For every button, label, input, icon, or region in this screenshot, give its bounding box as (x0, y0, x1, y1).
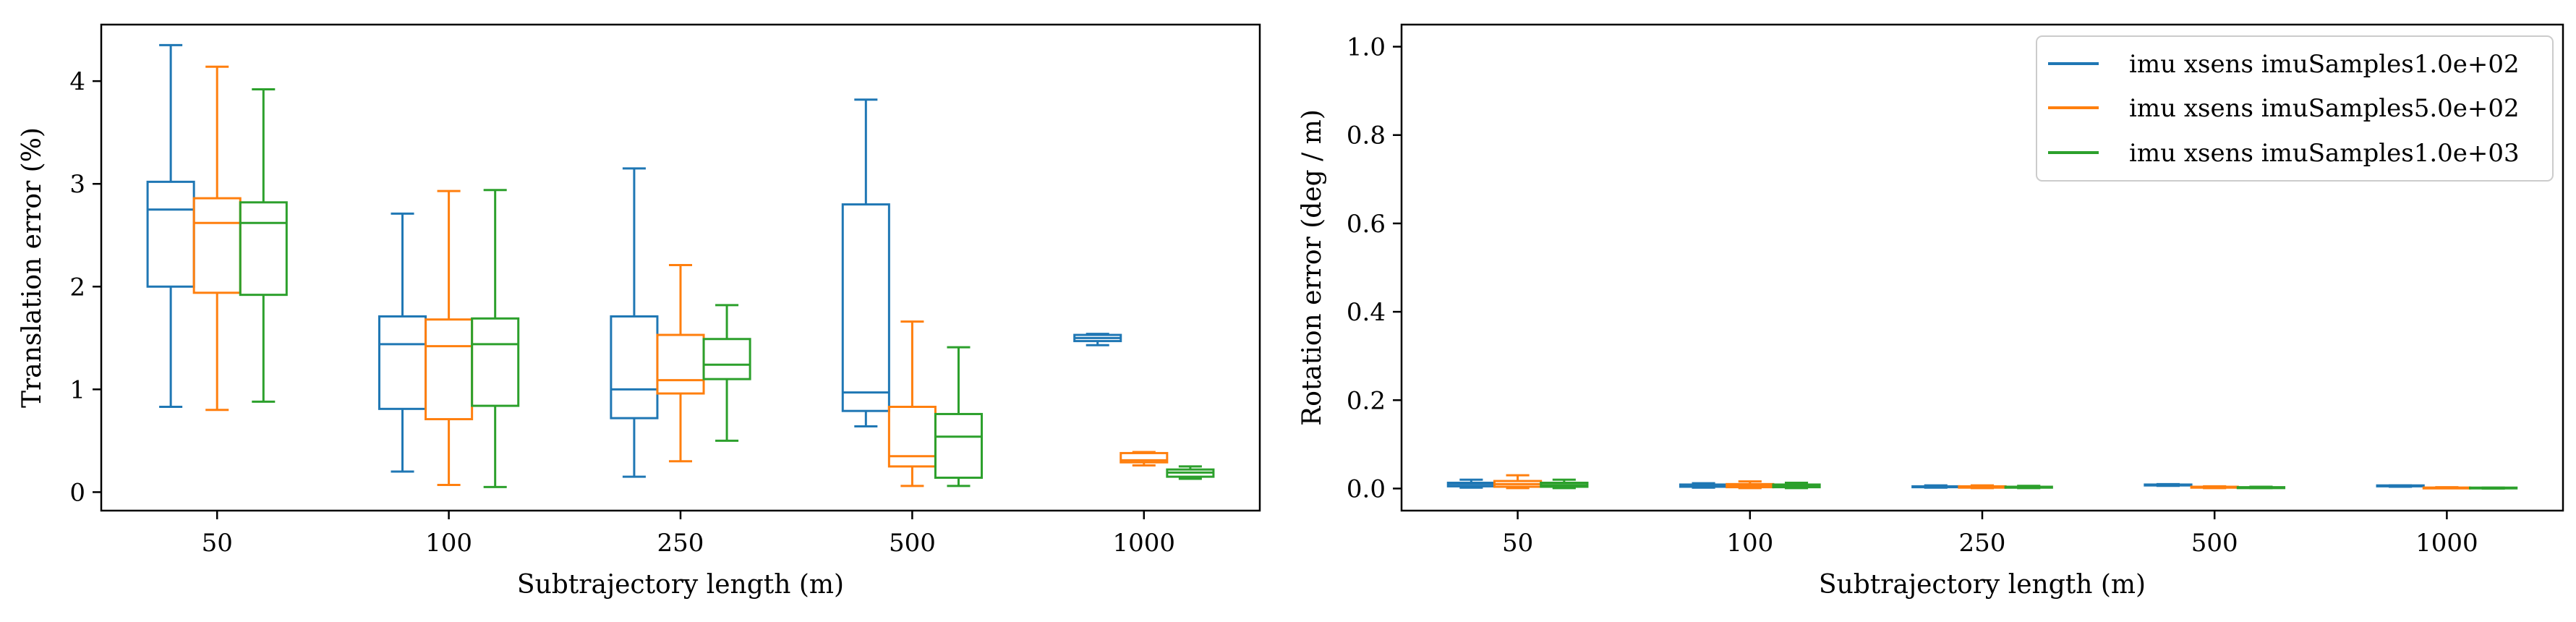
rotation-box (2422, 486, 2472, 490)
translation-box (1119, 451, 1169, 466)
translation-y-tick-label: 4 (69, 67, 85, 96)
legend-label: imu xsens imuSamples1.0e+03 (2129, 139, 2520, 168)
translation-box (1073, 333, 1122, 346)
legend-entry: imu xsens imuSamples5.0e+02 (2048, 94, 2520, 123)
rotation-box (1679, 482, 1728, 489)
rotation-y-axis-label: Rotation error (deg / m) (1297, 109, 1327, 426)
translation-y-tick-label: 3 (69, 170, 85, 199)
rotation-x-tick-label: 250 (1959, 529, 2006, 558)
rotation-box (2144, 482, 2193, 487)
translation-x-tick-label: 100 (425, 529, 472, 558)
rotation-y-tick-label: 0.6 (1347, 210, 1386, 239)
translation-box (702, 304, 751, 442)
translation-y-tick-label: 2 (69, 273, 85, 302)
box-body (934, 412, 984, 480)
rotation-x-tick-label: 500 (2191, 529, 2238, 558)
rotation-box (2469, 486, 2518, 490)
legend-entry: imu xsens imuSamples1.0e+02 (2048, 50, 2520, 79)
rotation-x-tick-label: 50 (1502, 529, 1533, 558)
box-body (1119, 451, 1169, 464)
translation-x-ticks: 50 100 250 500 1000 (202, 511, 1175, 558)
translation-y-ticks: 0 1 2 3 4 (69, 67, 101, 507)
box-body (702, 338, 751, 380)
legend-label: imu xsens imuSamples5.0e+02 (2129, 94, 2520, 123)
translation-box (239, 88, 288, 403)
translation-box (841, 98, 890, 428)
rotation-y-tick-label: 1.0 (1347, 33, 1386, 62)
rotation-y-ticks: 0.0 0.2 0.4 0.6 0.8 1.0 (1347, 33, 1402, 503)
rotation-box-marks (1446, 474, 2518, 490)
translation-y-axis-label: Translation error (%) (17, 127, 47, 408)
rotation-x-tick-label: 1000 (2415, 529, 2478, 558)
translation-box (934, 346, 984, 487)
translation-x-tick-label: 250 (657, 529, 704, 558)
rotation-box (1958, 484, 2007, 490)
translation-y-tick-label: 0 (69, 478, 85, 507)
translation-x-tick-label: 500 (889, 529, 936, 558)
box-body (841, 203, 890, 412)
rotation-x-tick-label: 100 (1726, 529, 1773, 558)
translation-x-tick-label: 50 (202, 529, 233, 558)
rotation-y-tick-label: 0.0 (1347, 474, 1386, 503)
rotation-box (2004, 485, 2053, 490)
rotation-box (2236, 485, 2286, 490)
box-body (471, 317, 520, 407)
rotation-x-ticks: 50 100 250 500 1000 (1502, 511, 2478, 558)
legend-box (2036, 35, 2554, 182)
rotation-box (1911, 484, 1961, 489)
rotation-box (2376, 484, 2425, 488)
legend: imu xsens imuSamples1.0e+02 imu xsens im… (2036, 35, 2554, 182)
rotation-box (2190, 485, 2239, 490)
translation-error-panel: 50 100 250 500 1000 0 1 2 3 4 Subtrajectory leng… (17, 23, 1261, 600)
translation-y-tick-label: 1 (69, 375, 85, 404)
rotation-box (1772, 482, 1821, 490)
translation-x-tick-label: 1000 (1113, 529, 1176, 558)
legend-label: imu xsens imuSamples1.0e+02 (2129, 50, 2520, 79)
rotation-box (1540, 478, 1589, 490)
legend-entry: imu xsens imuSamples1.0e+03 (2048, 139, 2520, 168)
translation-box (471, 189, 520, 488)
rotation-x-axis-label: Subtrajectory length (m) (1819, 570, 2146, 600)
box-body (239, 201, 288, 297)
rotation-y-tick-label: 0.4 (1347, 298, 1386, 327)
rotation-y-tick-label: 0.8 (1347, 122, 1386, 150)
rotation-y-tick-label: 0.2 (1347, 386, 1386, 415)
translation-x-axis-label: Subtrajectory length (m) (517, 570, 844, 600)
translation-box (146, 43, 195, 409)
translation-box (1166, 465, 1215, 480)
translation-box-marks (146, 43, 1215, 488)
rotation-error-panel: 50 100 250 500 1000 0.0 0.2 0.4 0.6 0.8 1.0 Subtr… (1297, 23, 2564, 600)
